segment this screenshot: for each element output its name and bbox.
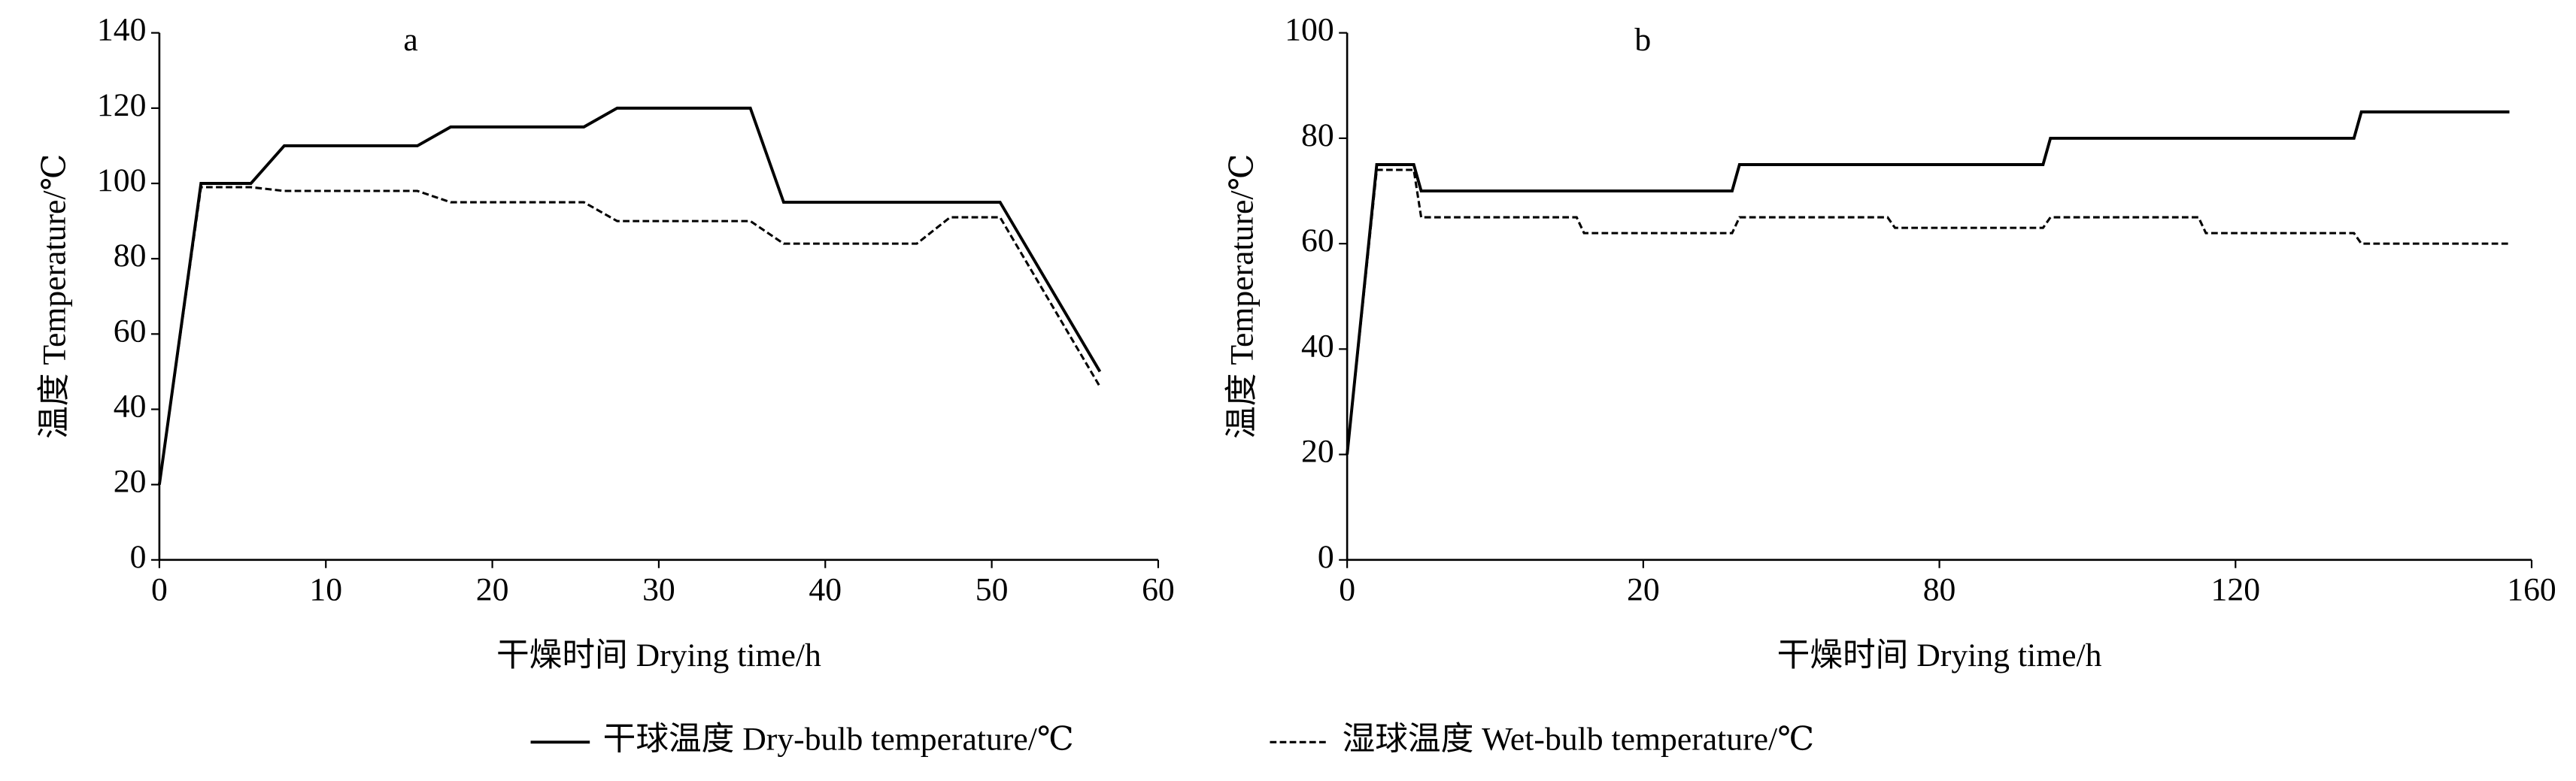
x-tick-label: 30: [642, 572, 675, 608]
x-tick-label: 20: [1627, 572, 1660, 608]
x-tick-label: 40: [809, 572, 842, 608]
line-series: [158, 186, 1101, 485]
y-tick-label: 120: [97, 87, 147, 123]
legend-label: 湿球温度 Wet-bulb temperature/℃: [1343, 721, 1814, 757]
x-tick-label: 0: [151, 572, 168, 608]
panel: 0 20 40 60 80 100 0 20 80 120 160 b 干燥时间 Drying time…: [1224, 12, 2556, 674]
x-tick-label: 10: [309, 572, 342, 608]
legend-label: 干球温度 Dry-bulb temperature/℃: [603, 721, 1074, 757]
panel-label: a: [403, 22, 417, 58]
x-tick-label: 50: [975, 572, 1009, 608]
legend: 干球温度 Dry-bulb temperature/℃ 湿球温度 Wet-bulb…: [530, 721, 1814, 757]
x-tick-label: 160: [2507, 572, 2556, 608]
y-tick-label: 0: [130, 539, 147, 575]
y-axis-label: 温度 Temperature/℃: [1224, 154, 1261, 439]
y-tick-label: 80: [1301, 117, 1334, 153]
y-tick-label: 100: [1285, 12, 1334, 48]
y-tick-label: 140: [97, 12, 147, 48]
x-tick-label: 60: [1142, 572, 1175, 608]
x-tick-label: 0: [1339, 572, 1355, 608]
axes: [158, 32, 1158, 562]
x-axis-label: 干燥时间 Drying time/h: [1777, 637, 2102, 674]
y-axis-label: 温度 Temperature/℃: [37, 154, 73, 439]
y-tick-label: 60: [1301, 222, 1334, 259]
line-series: [1346, 168, 2510, 455]
x-tick-label: 120: [2211, 572, 2261, 608]
line-series: [1346, 110, 2510, 455]
panel-label: b: [1634, 22, 1651, 58]
y-tick-label: 80: [114, 238, 147, 274]
y-tick-label: 20: [114, 464, 147, 500]
line-series: [157, 106, 1102, 485]
y-tick-label: 20: [1301, 434, 1334, 470]
x-tick-label: 80: [1923, 572, 1956, 608]
y-tick-label: 60: [114, 313, 147, 349]
x-axis-label: 干燥时间 Drying time/h: [496, 637, 821, 674]
y-tick-label: 0: [1318, 539, 1334, 575]
y-tick-label: 40: [114, 389, 147, 425]
y-tick-label: 40: [1301, 328, 1334, 364]
x-tick-label: 20: [476, 572, 509, 608]
panel: 0 20 40 60 80 100 120 140 0 10 20 30 40 50 60 a 干燥时间 Dry…: [37, 12, 1175, 674]
y-tick-label: 100: [97, 162, 147, 198]
axes: [1346, 32, 2532, 562]
